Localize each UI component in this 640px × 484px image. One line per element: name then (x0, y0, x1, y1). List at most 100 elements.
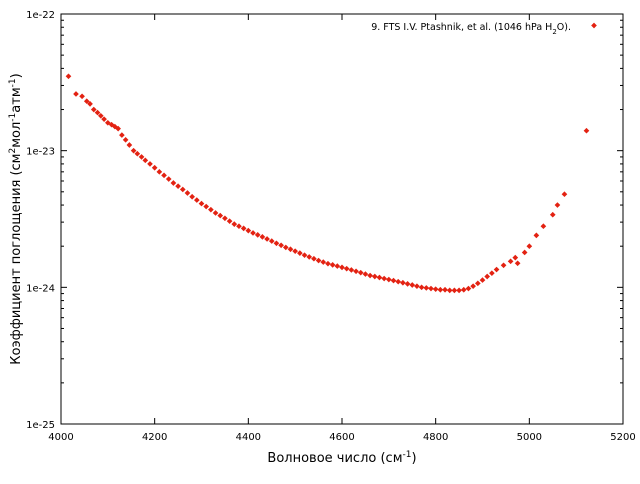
data-point (184, 190, 191, 196)
data-point (115, 125, 121, 132)
x-axis-label: Волновое число (см-1) (267, 450, 416, 466)
x-tick-label: 5200 (610, 432, 635, 443)
data-point (409, 282, 416, 288)
x-axis-ticks: 4000 4200 4400 4600 4800 5000 5200 (48, 14, 636, 443)
data-point (147, 161, 153, 167)
data-point (489, 270, 495, 276)
y-tick-label: 1e-24 (26, 283, 55, 294)
data-point (161, 172, 167, 179)
data-point (500, 262, 507, 269)
data-point (395, 278, 402, 285)
data-point (119, 132, 125, 138)
data-point (94, 109, 101, 116)
data-point (226, 218, 233, 224)
data-point (134, 150, 141, 157)
data-point (540, 223, 547, 230)
data-points (65, 73, 590, 294)
data-point (446, 287, 453, 294)
data-point (273, 240, 280, 247)
data-point (325, 260, 331, 267)
x-tick-label: 4800 (423, 432, 448, 443)
data-point (334, 263, 341, 269)
legend: 9. FTS I.V. Ptashnik, et al. (1046 hPa H… (371, 22, 597, 36)
data-point (479, 277, 486, 283)
data-point (554, 202, 561, 208)
x-tick-label: 5000 (517, 432, 542, 443)
data-point (521, 249, 528, 256)
data-point (297, 250, 303, 256)
data-point (203, 203, 210, 210)
data-point (97, 112, 104, 119)
legend-entry-label: 9. FTS I.V. Ptashnik, et al. (1046 hPa H… (371, 22, 571, 36)
data-point (484, 273, 491, 280)
data-point (493, 266, 500, 273)
data-point (414, 283, 420, 289)
data-point (404, 281, 411, 287)
data-point (306, 254, 313, 260)
data-point (460, 286, 467, 293)
data-point (362, 271, 369, 277)
data-point (376, 274, 383, 281)
data-point (343, 265, 350, 272)
data-point (315, 257, 322, 264)
data-point (208, 206, 214, 213)
data-point (381, 275, 387, 282)
y-axis-label: Коэффициент поглощения (см2мол-1атм-1) (8, 73, 24, 364)
y-tick-label: 1e-25 (26, 420, 55, 431)
data-point (507, 258, 514, 265)
data-point (470, 283, 476, 289)
data-point (264, 236, 270, 242)
y-tick-label: 1e-23 (26, 147, 55, 158)
x-tick-label: 4000 (48, 432, 73, 443)
data-point (474, 280, 481, 287)
plot-frame (60, 13, 624, 425)
x-tick-label: 4200 (142, 432, 167, 443)
data-point (65, 73, 72, 80)
data-point (90, 106, 97, 113)
data-point (320, 259, 327, 265)
data-point (329, 262, 336, 268)
data-point (583, 127, 590, 134)
data-point (367, 272, 373, 279)
data-point (231, 221, 238, 227)
data-point (217, 212, 224, 219)
data-point (212, 210, 219, 216)
data-point (189, 193, 195, 200)
data-point (142, 157, 149, 164)
data-point (250, 230, 256, 236)
data-point (259, 234, 266, 240)
data-point (73, 91, 79, 97)
data-point (268, 238, 275, 244)
data-point (465, 285, 472, 292)
data-point (348, 267, 355, 273)
data-point (292, 248, 298, 254)
data-point (437, 286, 444, 293)
data-point (138, 154, 145, 160)
data-point (428, 285, 434, 292)
data-point (386, 276, 392, 283)
x-tick-label: 4400 (236, 432, 261, 443)
data-point (130, 147, 137, 154)
data-point (451, 287, 458, 294)
y-axis-ticks: 1e-25 1e-24 1e-23 1e-22 (26, 10, 623, 431)
data-point (418, 284, 425, 291)
data-point (400, 279, 406, 286)
x-tick-label: 4600 (329, 432, 354, 443)
data-point (278, 242, 284, 249)
data-point (101, 116, 107, 123)
data-point (423, 285, 430, 291)
data-point (456, 287, 462, 294)
data-point (156, 169, 163, 175)
data-point (240, 225, 247, 232)
data-point (357, 269, 364, 276)
data-point (512, 254, 519, 261)
data-point (165, 176, 172, 182)
data-point (432, 286, 439, 292)
data-point (126, 142, 133, 148)
data-point (301, 252, 308, 258)
y-tick-label: 1e-22 (26, 10, 55, 21)
data-point (245, 227, 252, 234)
data-point (371, 273, 378, 280)
data-point (175, 183, 181, 189)
